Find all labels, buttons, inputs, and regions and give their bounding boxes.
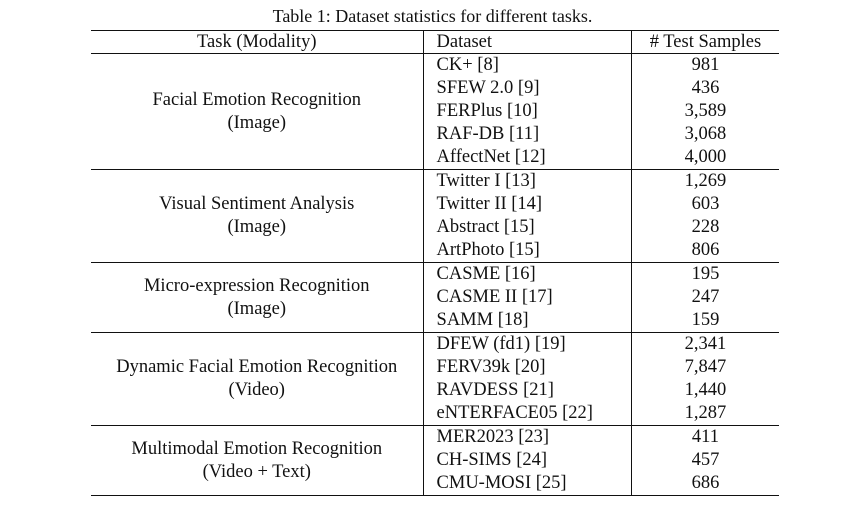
task-name: Visual Sentiment Analysis [159,194,355,214]
samples-cell: 436 [691,78,720,98]
task-name: Dynamic Facial Emotion Recognition [116,357,398,377]
dataset-cell: RAF-DB [11] [423,123,632,146]
dataset-statistics-table: Task (Modality) Dataset # Test Samples F… [91,30,779,496]
table-row: Abstract [15] 228 [91,216,779,239]
samples-cell: 247 [691,287,720,307]
table-row: FERPlus [10] 3,589 [91,100,779,123]
task-name: Multimodal Emotion Recognition [131,438,383,459]
dataset-cell: ArtPhoto [15] [423,239,632,263]
samples-cell: 457 [691,450,720,470]
table-row: RAF-DB [11] 3,068 [91,123,779,146]
dataset-cell: CK+ [8] [423,53,632,77]
table-row: CASME II [17] 247 [91,286,779,309]
header-dataset: Dataset [423,30,632,54]
task-cell: Facial Emotion Recognition (Image) [91,53,424,170]
dataset-cell: DFEW (fd1) [19] [423,332,632,356]
table-row: Dynamic Facial Emotion Recognition (Video… [91,332,779,426]
samples-cell: 195 [691,264,720,284]
dataset-cell: CASME II [17] [423,286,632,309]
table-row: eNTERFACE05 [22] 1,287 [91,402,779,426]
task-name: Micro-expression Recognition [143,275,370,296]
task-modality: (Image) [227,298,287,319]
dataset-cell: MER2023 [23] [423,425,632,449]
task-cell: Visual Sentiment Analysis (Image) [91,169,424,263]
table-row: ArtPhoto [15] 806 [91,239,779,263]
samples-cell: 3,589 [684,101,727,121]
header-samples: # Test Samples [631,30,779,54]
dataset-cell: AffectNet [12] [423,146,632,170]
samples-cell: 806 [631,239,779,263]
samples-cell: 686 [631,472,779,496]
table-row: SFEW 2.0 [9] 436 [91,77,779,100]
dataset-cell: SAMM [18] [423,309,632,333]
task-cell: Multimodal Emotion Recognition (Video + T… [91,425,424,496]
samples-cell: 2,341 [684,334,727,354]
task-cell: Dynamic Facial Emotion Recognition (Video… [91,332,424,426]
task-modality: (Video) [228,380,285,400]
dataset-cell: SFEW 2.0 [9] [423,77,632,100]
dataset-cell: eNTERFACE05 [22] [423,402,632,426]
samples-cell: 1,440 [684,380,727,400]
dataset-cell: FERPlus [10] [423,100,632,123]
table-row: CH-SIMS [24] 457 [91,449,779,472]
samples-cell: 228 [691,217,720,237]
task-modality: (Image) [227,217,287,237]
table-body: Facial Emotion Recognition (Image) CK+ [8]… [91,53,779,496]
table-row: Micro-expression Recognition (Image) CASME… [91,262,779,333]
table-row: Twitter II [14] 603 [91,193,779,216]
task-name: Facial Emotion Recognition [152,89,362,110]
table-row: FERV39k [20] 7,847 [91,356,779,379]
dataset-cell: FERV39k [20] [423,356,632,379]
table-row: Facial Emotion Recognition (Image) CK+ [8]… [91,53,779,170]
samples-cell: 1,269 [684,171,727,191]
table-caption: Table 1: Dataset statistics for differen… [272,6,593,26]
table-row: Visual Sentiment Analysis (Image) Twitter … [91,169,779,263]
dataset-cell: Abstract [15] [423,216,632,239]
header-task: Task (Modality) [91,30,424,54]
samples-cell: 4,000 [631,146,779,170]
dataset-cell: CMU-MOSI [25] [423,472,632,496]
dataset-cell: Twitter II [14] [423,193,632,216]
samples-cell: 7,847 [684,357,727,377]
dataset-cell: CASME [16] [423,262,632,286]
table-row: RAVDESS [21] 1,440 [91,379,779,402]
samples-cell: 981 [691,55,720,75]
samples-cell: 3,068 [684,124,727,144]
dataset-cell: RAVDESS [21] [423,379,632,402]
table-row: CMU-MOSI [25] 686 [91,472,779,496]
samples-cell: 411 [691,427,719,447]
header-row: Task (Modality) Dataset # Test Samples [91,30,779,54]
samples-cell: 1,287 [631,402,779,426]
task-modality: (Image) [227,112,287,133]
dataset-cell: Twitter I [13] [423,169,632,193]
dataset-cell: CH-SIMS [24] [423,449,632,472]
table-row: Multimodal Emotion Recognition (Video + T… [91,425,779,496]
table-row: SAMM [18] 159 [91,309,779,333]
table-row: AffectNet [12] 4,000 [91,146,779,170]
task-cell: Micro-expression Recognition (Image) [91,262,424,333]
samples-cell: 159 [631,309,779,333]
task-modality: (Video + Text) [202,461,311,482]
samples-cell: 603 [691,194,720,214]
